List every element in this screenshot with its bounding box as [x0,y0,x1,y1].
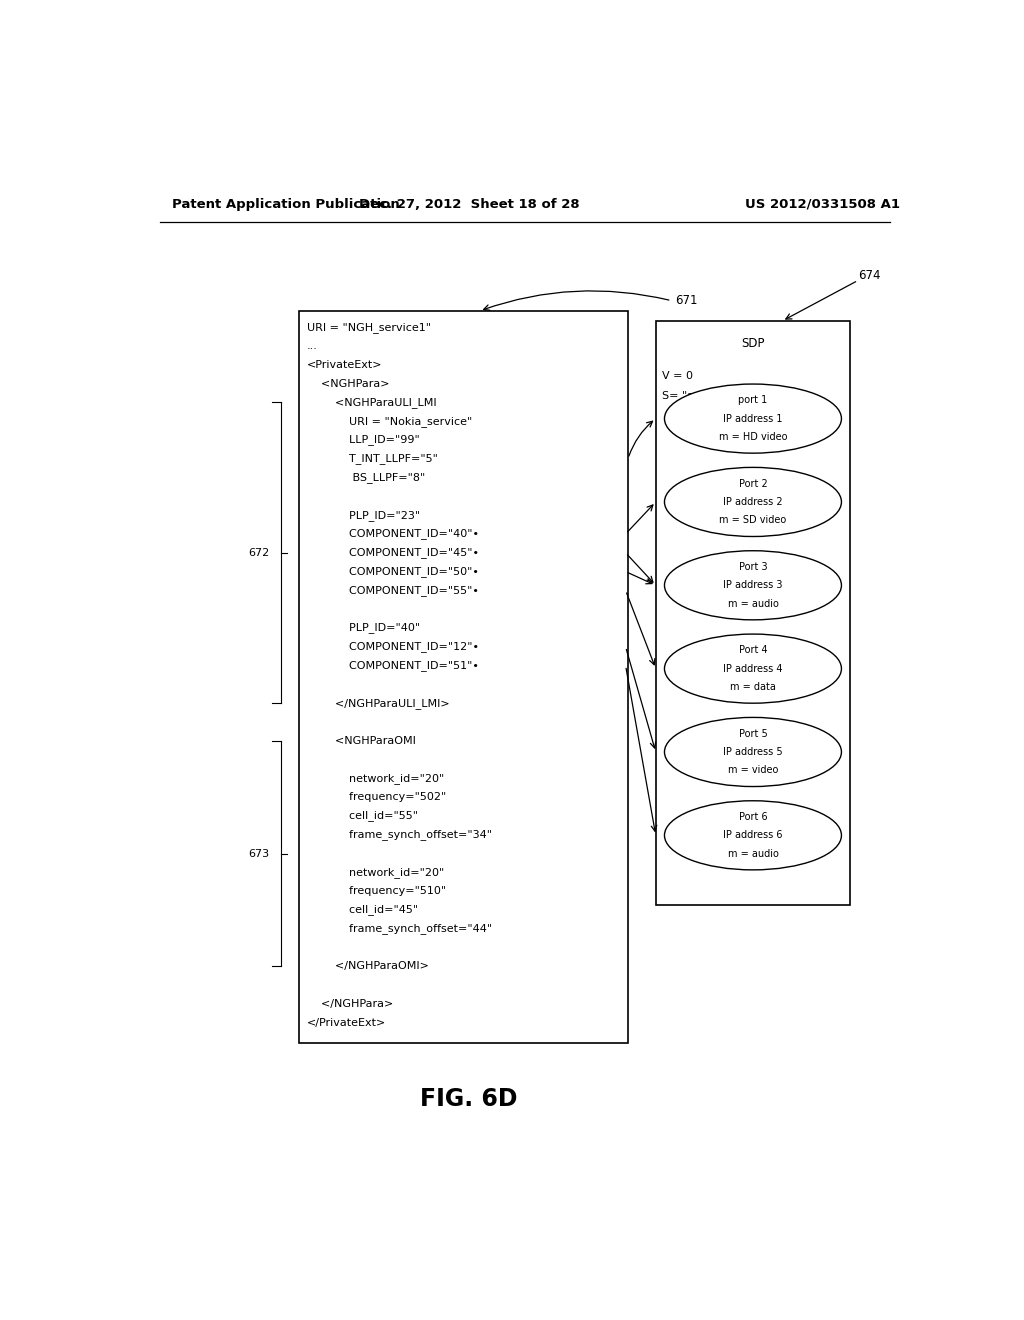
Text: m = video: m = video [728,766,778,775]
Text: frame_synch_offset="34": frame_synch_offset="34" [306,829,492,841]
Text: COMPONENT_ID="55"•: COMPONENT_ID="55"• [306,585,478,595]
Text: COMPONENT_ID="50"•: COMPONENT_ID="50"• [306,566,478,577]
Text: <PrivateExt>: <PrivateExt> [306,360,382,370]
Text: frequency="502": frequency="502" [306,792,445,803]
Text: frequency="510": frequency="510" [306,886,445,896]
Text: m = data: m = data [730,682,776,692]
Text: </PrivateExt>: </PrivateExt> [306,1018,386,1028]
Text: 671: 671 [676,294,698,308]
Ellipse shape [665,467,842,536]
Text: IP address 4: IP address 4 [723,664,782,673]
Text: SDP: SDP [741,337,765,350]
Text: 674: 674 [858,269,881,281]
Text: m = audio: m = audio [727,598,778,609]
Ellipse shape [665,634,842,704]
Text: PLP_ID="40": PLP_ID="40" [306,623,420,634]
Text: PLP_ID="23": PLP_ID="23" [306,510,420,520]
Text: network_id="20": network_id="20" [306,867,443,878]
Text: IP address 6: IP address 6 [723,830,782,841]
Text: T_INT_LLPF="5": T_INT_LLPF="5" [306,453,437,465]
Text: Port 3: Port 3 [738,562,767,572]
Text: m = SD video: m = SD video [719,515,786,525]
Text: </NGHParaULI_LMI>: </NGHParaULI_LMI> [306,698,450,709]
Text: IP address 5: IP address 5 [723,747,782,756]
Text: COMPONENT_ID="51"•: COMPONENT_ID="51"• [306,660,478,671]
Text: URI = "Nokia_service": URI = "Nokia_service" [306,416,472,426]
Text: <NGHParaULI_LMI: <NGHParaULI_LMI [306,397,436,408]
Text: Port 4: Port 4 [738,645,767,655]
Text: BS_LLPF="8": BS_LLPF="8" [306,473,425,483]
Text: m = HD video: m = HD video [719,432,787,442]
Text: port 1: port 1 [738,395,768,405]
Bar [299,312,628,1043]
Text: cell_id="45": cell_id="45" [306,904,418,916]
Text: frame_synch_offset="44": frame_synch_offset="44" [306,924,492,935]
Text: cell_id="55": cell_id="55" [306,810,418,821]
Ellipse shape [665,550,842,620]
Text: Port 2: Port 2 [738,479,767,488]
Text: COMPONENT_ID="40"•: COMPONENT_ID="40"• [306,528,478,540]
Text: <NGHPara>: <NGHPara> [306,379,389,388]
Text: <NGHParaOMI: <NGHParaOMI [306,735,416,746]
Text: FIG. 6D: FIG. 6D [421,1086,518,1110]
Bar [655,321,850,906]
Text: network_id="20": network_id="20" [306,774,443,784]
Text: US 2012/0331508 A1: US 2012/0331508 A1 [744,198,900,211]
Text: COMPONENT_ID="45"•: COMPONENT_ID="45"• [306,548,478,558]
Text: Port 6: Port 6 [738,812,767,822]
Text: ...: ... [306,341,317,351]
Text: Patent Application Publication: Patent Application Publication [172,198,399,211]
Text: 672: 672 [248,548,269,558]
Ellipse shape [665,718,842,787]
Text: m = audio: m = audio [727,849,778,858]
Text: 673: 673 [248,849,269,858]
Text: COMPONENT_ID="12"•: COMPONENT_ID="12"• [306,642,478,652]
Text: V = 0: V = 0 [663,371,693,381]
Text: Port 5: Port 5 [738,729,767,739]
Text: IP address 2: IP address 2 [723,496,782,507]
Text: </NGHPara>: </NGHPara> [306,999,393,1008]
Text: </NGHParaOMI>: </NGHParaOMI> [306,961,428,972]
Text: LLP_ID="99": LLP_ID="99" [306,434,419,445]
Ellipse shape [665,384,842,453]
Text: URI = "NGH_service1": URI = "NGH_service1" [306,322,430,333]
Text: IP address 3: IP address 3 [723,581,782,590]
Ellipse shape [665,801,842,870]
Text: Dec. 27, 2012  Sheet 18 of 28: Dec. 27, 2012 Sheet 18 of 28 [359,198,580,211]
Text: S= "servicelist": S= "servicelist" [663,391,749,401]
Text: IP address 1: IP address 1 [723,413,782,424]
